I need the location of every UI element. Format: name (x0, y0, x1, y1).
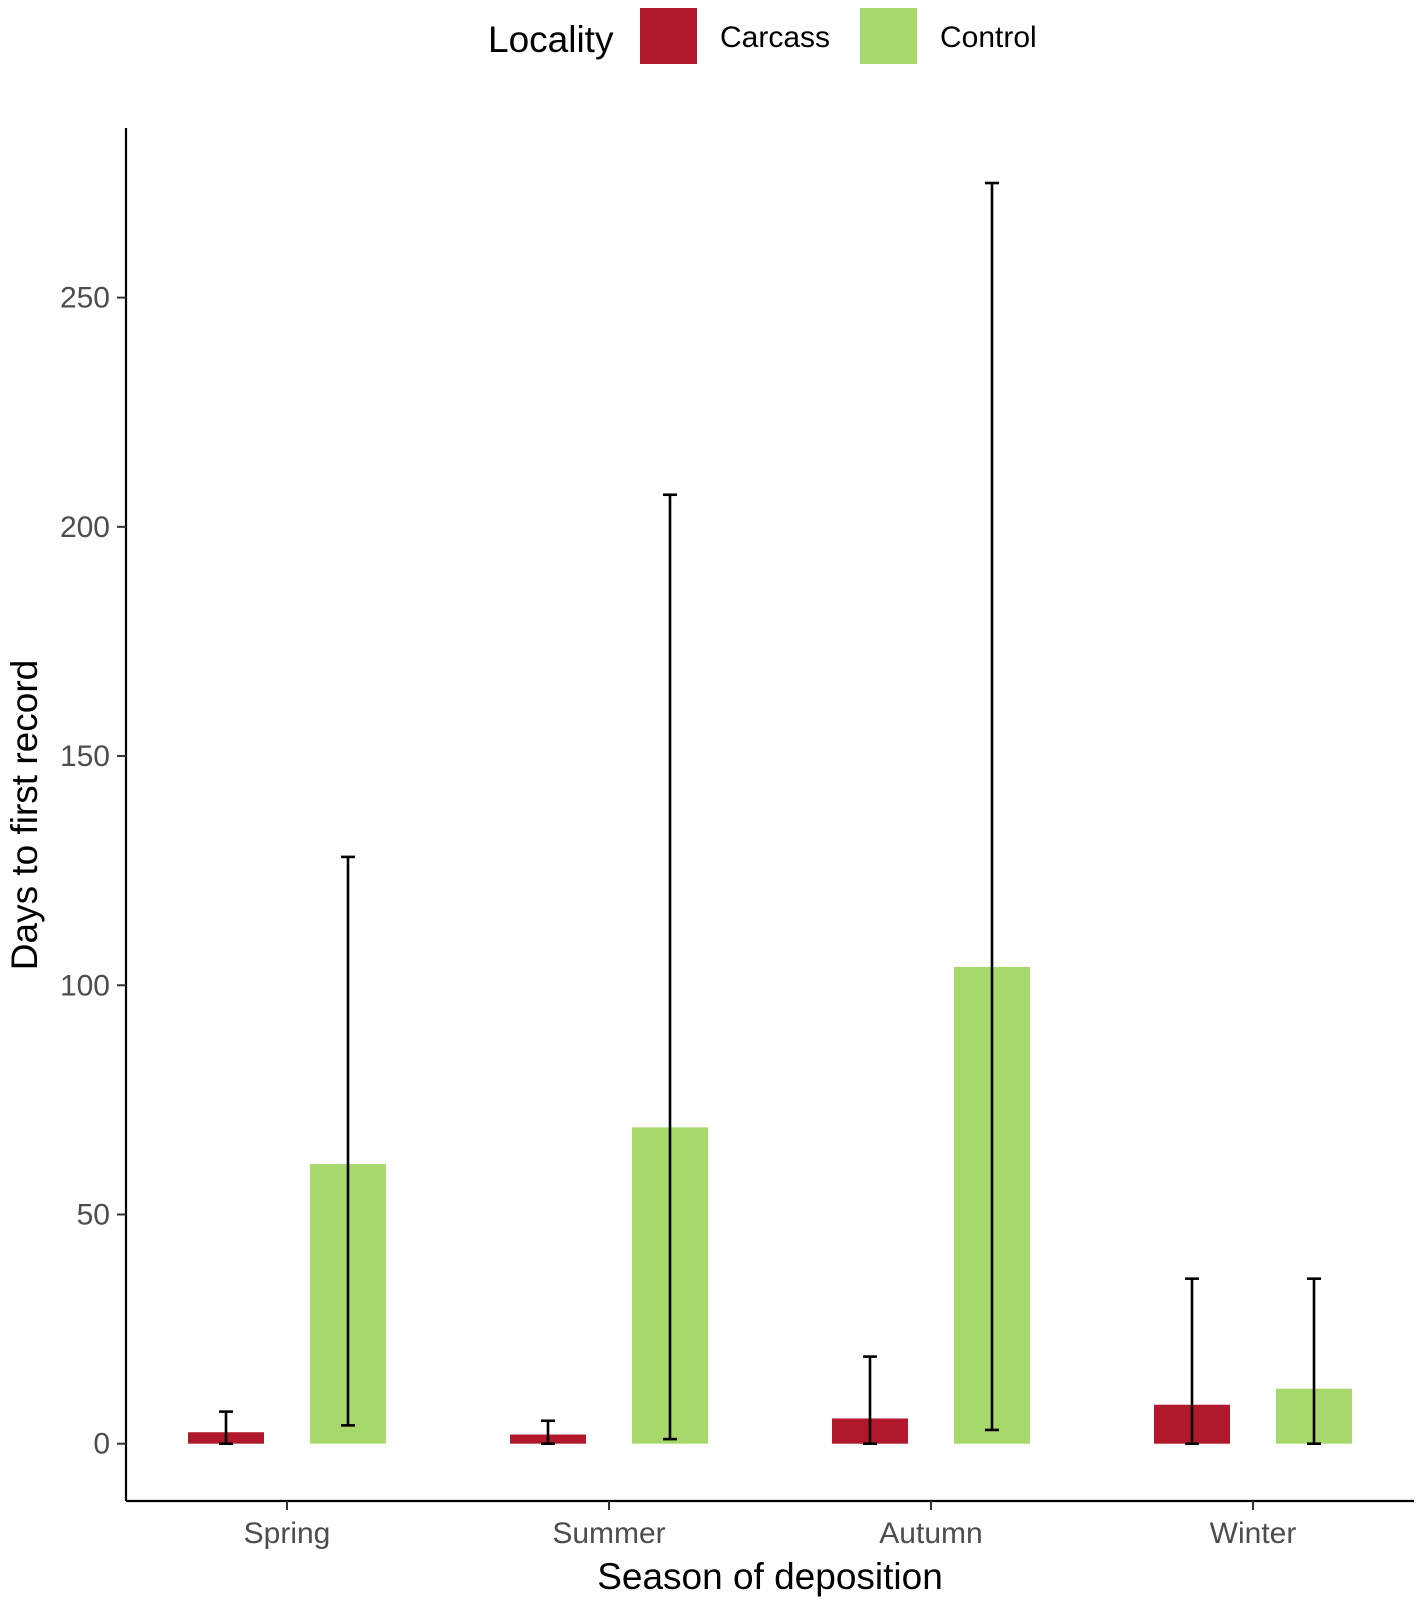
legend-title: Locality (488, 19, 614, 60)
x-tick-label: Winter (1210, 1517, 1297, 1550)
y-tick-label: 0 (93, 1428, 110, 1461)
legend-key-control (860, 8, 917, 64)
legend-label-control: Control (940, 21, 1037, 54)
error-bar-control-spring (341, 855, 355, 1427)
x-tick-label: Autumn (879, 1517, 982, 1550)
legend-label-carcass: Carcass (720, 21, 830, 54)
legend-key-carcass (640, 8, 697, 64)
error-bar-carcass-summer (541, 1419, 555, 1445)
y-tick-label: 250 (60, 282, 110, 315)
error-bar-control-summer (663, 493, 677, 1441)
x-axis-title: Season of deposition (597, 1556, 943, 1597)
error-bar-control-autumn (985, 181, 999, 1432)
x-tick-label: Spring (244, 1517, 331, 1550)
plot-area: 0 50 100 150 200 250 Spring Summer Autumn Winter (60, 128, 1414, 1550)
x-tick-label: Summer (552, 1517, 665, 1550)
y-tick-label: 100 (60, 969, 110, 1002)
y-tick-label: 200 (60, 511, 110, 544)
y-tick-label: 150 (60, 740, 110, 773)
legend: Locality Carcass Control (488, 8, 1037, 64)
error-bar-carcass-autumn (863, 1355, 877, 1445)
error-bar-carcass-spring (219, 1410, 233, 1445)
error-bar-carcass-winter (1185, 1277, 1199, 1445)
y-tick-label: 50 (77, 1198, 110, 1231)
error-bar-control-winter (1307, 1277, 1321, 1445)
y-axis-title: Days to first record (4, 660, 45, 970)
